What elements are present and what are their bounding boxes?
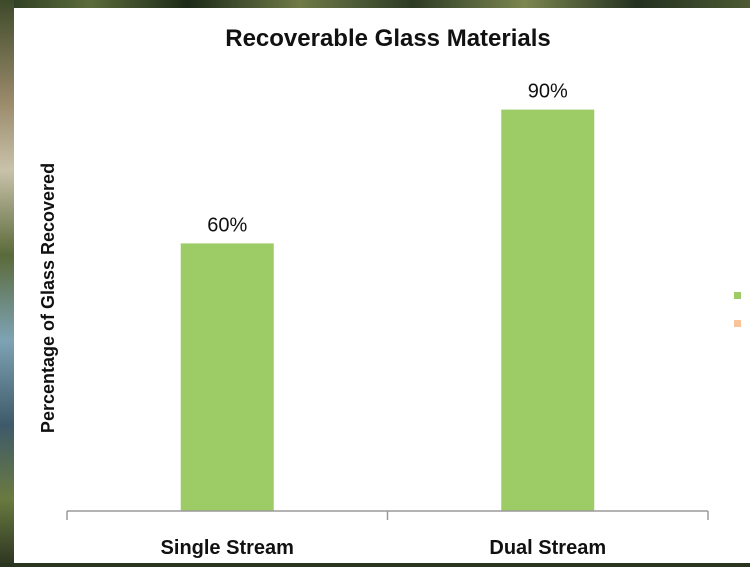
y-axis-label: Percentage of Glass Recovered: [38, 163, 58, 433]
chart-title: Recoverable Glass Materials: [225, 25, 551, 52]
bars-layer: 60% 90%: [180, 81, 595, 511]
bar-dual-stream: [501, 109, 595, 511]
background-photo-left: [0, 0, 14, 567]
data-label: 60%: [207, 214, 247, 236]
background-photo-bottom: [0, 563, 750, 567]
bar-single-stream: [180, 243, 274, 511]
chart-panel: Recoverable Glass Materials Percentage o…: [14, 8, 750, 563]
legend-swatch: [734, 320, 741, 327]
legend-swatch: [734, 292, 741, 299]
x-tick-label: Dual Stream: [489, 537, 606, 559]
x-axis: Single Stream Dual Stream: [66, 510, 709, 559]
data-label: 90%: [528, 81, 568, 103]
bar-chart: Recoverable Glass Materials Percentage o…: [38, 25, 741, 559]
legend: [734, 292, 741, 327]
x-tick-label: Single Stream: [161, 537, 294, 559]
